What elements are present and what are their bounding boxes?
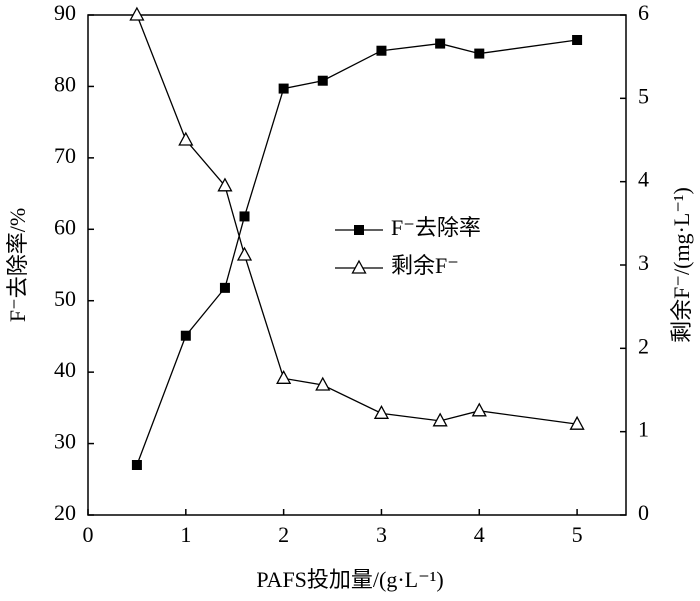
marker (178, 131, 194, 146)
series-line (136, 14, 578, 425)
x-tick-label: 2 (278, 522, 289, 547)
y-tick-label: 90 (54, 0, 76, 25)
x-tick-label: 4 (474, 522, 485, 547)
y2-tick-label: 4 (638, 167, 649, 192)
marker (180, 330, 191, 341)
x-tick-label: 0 (83, 522, 94, 547)
y2-tick-label: 0 (638, 500, 649, 525)
y-tick-label: 30 (54, 429, 76, 454)
marker (276, 369, 292, 384)
marker (471, 402, 487, 417)
legend-label: 剩余F⁻ (391, 253, 459, 278)
marker (435, 38, 446, 49)
marker (239, 211, 250, 222)
x-axis-label: PAFS投加量/(g·L⁻¹) (256, 567, 443, 592)
legend-label: F⁻去除率 (391, 215, 481, 240)
x-tick-label: 5 (572, 522, 583, 547)
y2-tick-label: 6 (638, 0, 649, 25)
y-tick-label: 50 (54, 286, 76, 311)
y-tick-label: 60 (54, 214, 76, 239)
y2-tick-label: 3 (638, 250, 649, 275)
marker (131, 460, 142, 470)
y-tick-label: 40 (54, 357, 76, 382)
marker (572, 35, 583, 45)
x-tick-label: 3 (376, 522, 387, 547)
series-line (136, 39, 578, 466)
marker (373, 404, 390, 419)
x-tick-label: 1 (180, 522, 191, 547)
marker (278, 83, 289, 94)
marker (315, 376, 331, 391)
y-tick-label: 20 (54, 500, 76, 525)
legend-marker (354, 225, 364, 235)
marker (376, 45, 387, 56)
y2-tick-label: 1 (638, 417, 649, 442)
y2-tick-label: 5 (638, 83, 649, 108)
y2-tick-label: 2 (638, 333, 649, 358)
marker (474, 48, 485, 59)
marker (236, 246, 253, 261)
y-axis-label: F⁻去除率/% (5, 208, 30, 322)
y2-axis-label: 剩余F⁻/(mg·L⁻¹) (669, 187, 694, 343)
legend-marker (351, 259, 367, 274)
marker (219, 282, 230, 293)
marker (432, 412, 448, 427)
y-tick-label: 70 (54, 143, 76, 168)
marker (129, 6, 145, 21)
marker (317, 75, 328, 86)
marker (217, 177, 233, 192)
y-tick-label: 80 (54, 71, 76, 96)
marker (569, 415, 585, 430)
